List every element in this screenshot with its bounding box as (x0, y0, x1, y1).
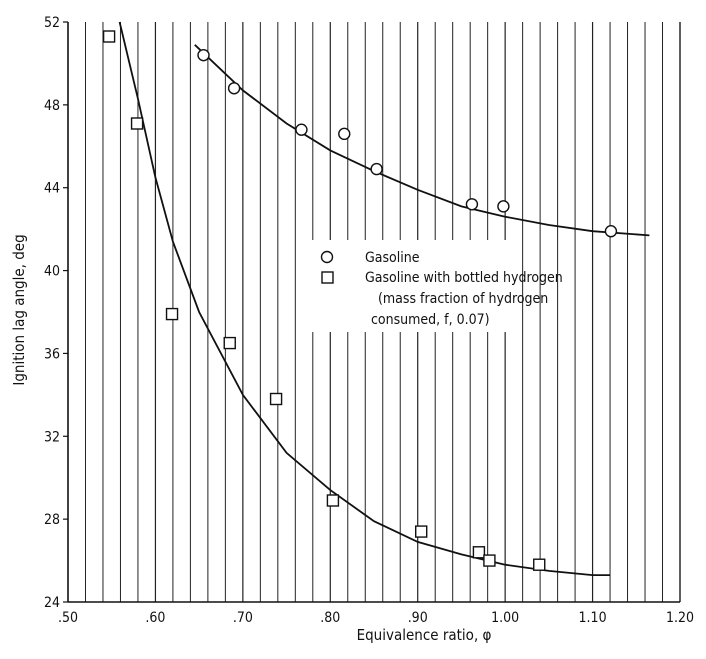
data-point-hydrogen (130, 117, 144, 130)
legend-marker-circle (320, 250, 334, 264)
y-tick-label: 28 (44, 512, 60, 528)
tick-layer: 24 28 32 36 40 44 48 52 .50 .60 .70 .80 .90 1.00 1.10 1… (44, 15, 694, 626)
data-point-hydrogen (165, 307, 179, 321)
y-axis-label: Ignition lag angle, deg (10, 234, 28, 385)
data-point-hydrogen (223, 336, 236, 350)
legend-marker-square (321, 271, 334, 284)
data-point-hydrogen (102, 30, 116, 43)
data-point-hydrogen (415, 525, 428, 538)
y-tick-label: 32 (44, 429, 60, 445)
data-point-gasoline (227, 82, 241, 95)
legend: Gasoline Gasoline with bottled hydrogen … (312, 240, 563, 332)
legend-background (312, 240, 514, 332)
x-tick-label: .50 (58, 610, 78, 626)
data-point-gasoline (338, 127, 351, 141)
y-tick-label: 24 (44, 595, 60, 611)
fit-curve-gasoline (194, 44, 650, 237)
data-point-gasoline (197, 48, 210, 62)
x-tick-label: .80 (320, 610, 340, 626)
data-point-hydrogen (326, 494, 340, 507)
x-tick-label: .60 (145, 610, 165, 626)
legend-note-line-2: consumed, f, 0.07) (371, 312, 490, 328)
marker-layer (102, 30, 618, 571)
x-tick-label: 1.20 (666, 610, 694, 626)
data-point-hydrogen (269, 392, 283, 406)
y-tick-label: 36 (44, 346, 60, 362)
data-point-gasoline (295, 123, 308, 136)
data-point-hydrogen (483, 554, 496, 567)
y-tick-label: 48 (44, 98, 60, 114)
x-axis-label: Equivalence ratio, φ (357, 626, 492, 644)
x-tick-label: 1.00 (491, 610, 519, 626)
data-point-hydrogen (472, 546, 486, 559)
x-tick-label: .70 (233, 610, 253, 626)
legend-label-hydrogen: Gasoline with bottled hydrogen (365, 270, 563, 286)
y-tick-label: 40 (44, 264, 60, 280)
x-tick-label: 1.10 (579, 610, 607, 626)
y-tick-label: 52 (44, 15, 60, 31)
legend-label-gasoline: Gasoline (365, 250, 420, 266)
data-point-gasoline (604, 225, 618, 238)
y-tick-label: 44 (44, 181, 60, 197)
data-point-gasoline (497, 200, 510, 213)
x-tick-label: .90 (408, 610, 428, 626)
data-point-gasoline (370, 162, 383, 176)
data-point-hydrogen (533, 558, 546, 571)
data-point-gasoline (465, 198, 479, 211)
axes-layer (67, 22, 681, 603)
legend-note-line-1: (mass fraction of hydrogen (378, 291, 548, 307)
